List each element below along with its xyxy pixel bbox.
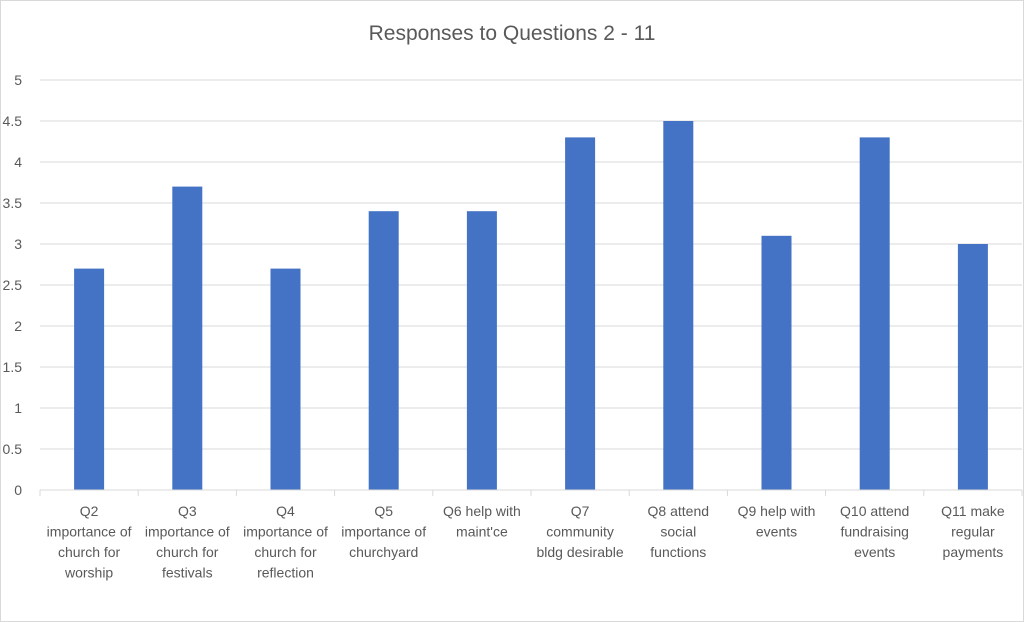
x-category-label-line: Q8 attend bbox=[648, 503, 710, 519]
x-category-label-line: importance of bbox=[145, 524, 230, 540]
x-axis-category-labels: Q2 importance of church for worship Q3 import… bbox=[47, 503, 1005, 581]
x-category-label: Q11 make regular payments bbox=[941, 503, 1005, 560]
x-category-label-line: Q3 bbox=[178, 503, 197, 519]
y-tick-label: 1.5 bbox=[3, 359, 23, 375]
bar bbox=[74, 268, 105, 490]
x-category-label-line: social bbox=[660, 524, 696, 540]
x-category-label-line: Q2 bbox=[80, 503, 99, 519]
x-category-label-line: events bbox=[756, 524, 797, 540]
x-category-label-line: regular bbox=[951, 524, 995, 540]
y-axis-ticks: 0 0.5 1 1.5 2 2.5 3 3.5 4 4.5 5 bbox=[3, 72, 23, 498]
x-axis bbox=[39, 489, 1023, 496]
x-category-label: Q2 importance of church for worship bbox=[47, 503, 132, 581]
gridlines bbox=[40, 79, 1022, 450]
y-tick-label: 4.5 bbox=[3, 113, 23, 129]
x-category-label: Q6 help with maint'ce bbox=[443, 503, 521, 540]
y-tick-label: 0 bbox=[14, 482, 22, 498]
x-category-label-line: church for bbox=[156, 544, 219, 560]
x-category-label-line: payments bbox=[943, 544, 1004, 560]
x-category-label-line: festivals bbox=[162, 565, 213, 581]
x-category-label-line: maint'ce bbox=[456, 524, 508, 540]
y-tick-label: 2 bbox=[14, 318, 22, 334]
y-tick-label: 3.5 bbox=[3, 195, 23, 211]
y-tick-label: 0.5 bbox=[3, 441, 23, 457]
x-category-label-line: fundraising bbox=[840, 524, 909, 540]
x-category-label-line: Q4 bbox=[276, 503, 295, 519]
x-category-label-line: events bbox=[854, 544, 895, 560]
x-category-label: Q3 importance of church for festivals bbox=[145, 503, 230, 581]
chart-title: Responses to Questions 2 - 11 bbox=[369, 22, 656, 45]
x-category-label-line: importance of bbox=[341, 524, 426, 540]
x-category-label: Q4 importance of church for reflection bbox=[243, 503, 328, 581]
bar bbox=[565, 137, 596, 490]
bar bbox=[270, 268, 301, 490]
x-category-label-line: Q6 help with bbox=[443, 503, 521, 519]
bar bbox=[172, 186, 203, 490]
x-category-label-line: Q10 attend bbox=[840, 503, 909, 519]
x-category-label-line: churchyard bbox=[349, 544, 418, 560]
bars bbox=[74, 121, 988, 490]
x-category-label-line: bldg desirable bbox=[537, 544, 624, 560]
bar bbox=[368, 211, 399, 490]
x-category-label-line: worship bbox=[64, 565, 113, 581]
x-category-label-line: reflection bbox=[257, 565, 314, 581]
x-category-label: Q7 community bldg desirable bbox=[537, 503, 624, 560]
x-category-label-line: Q9 help with bbox=[738, 503, 816, 519]
x-category-label: Q8 attend social functions bbox=[648, 503, 710, 560]
bar bbox=[859, 137, 890, 490]
bar bbox=[663, 121, 694, 490]
bar bbox=[466, 211, 497, 490]
x-category-label-line: functions bbox=[650, 544, 706, 560]
y-tick-label: 3 bbox=[14, 236, 22, 252]
x-category-label-line: importance of bbox=[243, 524, 328, 540]
y-tick-label: 2.5 bbox=[3, 277, 23, 293]
x-category-label-line: church for bbox=[58, 544, 121, 560]
y-tick-label: 5 bbox=[14, 72, 22, 88]
x-category-label-line: Q5 bbox=[374, 503, 393, 519]
x-category-label: Q10 attend fundraising events bbox=[840, 503, 909, 560]
x-category-label-line: community bbox=[546, 524, 614, 540]
x-category-label-line: Q11 make bbox=[941, 503, 1005, 519]
x-category-label-line: Q7 bbox=[571, 503, 590, 519]
x-category-label: Q9 help with events bbox=[738, 503, 816, 540]
x-category-label-line: church for bbox=[254, 544, 317, 560]
y-tick-label: 4 bbox=[14, 154, 22, 170]
bar bbox=[957, 244, 988, 490]
x-category-label: Q5 importance of churchyard bbox=[341, 503, 426, 560]
y-tick-label: 1 bbox=[14, 400, 22, 416]
x-category-label-line: importance of bbox=[47, 524, 132, 540]
bar bbox=[761, 235, 792, 490]
